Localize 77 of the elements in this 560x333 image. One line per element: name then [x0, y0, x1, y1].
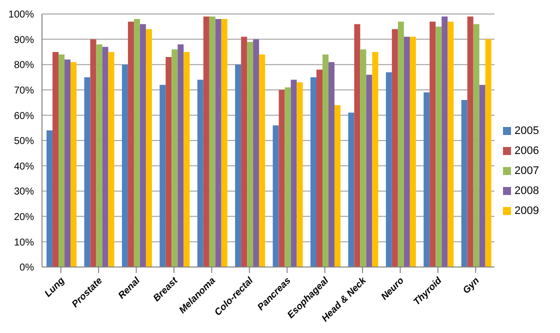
y-tick-label: 40% — [14, 161, 34, 172]
y-tick-label: 60% — [14, 110, 34, 122]
bar — [122, 64, 128, 267]
y-tick-label: 100% — [8, 10, 34, 21]
bar — [140, 24, 146, 267]
bar — [316, 70, 322, 267]
bar — [108, 52, 114, 267]
bar — [392, 29, 398, 267]
y-tick-label: 20% — [14, 212, 34, 223]
bar — [247, 42, 254, 267]
bar — [479, 84, 486, 267]
bar — [128, 22, 134, 267]
bar — [467, 16, 474, 267]
bar — [221, 19, 228, 267]
bar — [259, 54, 266, 267]
bar — [372, 52, 378, 267]
bar — [461, 100, 468, 267]
bar — [386, 72, 392, 267]
legend-label: 2008 — [514, 184, 539, 196]
bar — [436, 26, 442, 267]
y-tick-label: 30% — [14, 186, 34, 198]
bar — [146, 29, 152, 267]
bar — [366, 74, 372, 267]
x-tick-label: Gyn — [460, 275, 482, 296]
y-tick-label: 0% — [20, 262, 34, 274]
bar — [197, 80, 204, 267]
bar — [52, 52, 59, 267]
bar — [410, 36, 416, 267]
bar — [184, 52, 190, 267]
bar — [284, 87, 291, 267]
bar — [64, 60, 71, 267]
bar — [172, 49, 178, 267]
bar — [290, 80, 297, 267]
legend-label: 2006 — [514, 144, 539, 156]
bar — [90, 39, 96, 267]
bar — [442, 16, 448, 267]
bar — [235, 64, 242, 267]
bar — [178, 44, 184, 267]
bar — [404, 36, 410, 267]
bar — [278, 90, 285, 267]
bar — [203, 16, 210, 267]
y-tick-label: 90% — [14, 34, 34, 46]
legend-label: 2007 — [514, 164, 539, 176]
bar — [360, 49, 366, 267]
bar — [448, 22, 454, 267]
bar — [84, 77, 90, 267]
bar — [272, 125, 279, 267]
bar — [209, 16, 216, 267]
bar — [398, 22, 404, 267]
bar — [485, 39, 492, 267]
bar — [354, 24, 360, 267]
bar — [215, 19, 222, 267]
bar — [296, 82, 303, 267]
bar — [334, 105, 340, 267]
bar — [322, 54, 328, 267]
y-tick-label: 50% — [14, 136, 34, 148]
bar — [70, 62, 77, 267]
y-tick-label: 80% — [14, 60, 34, 72]
bar — [166, 57, 172, 267]
y-tick-label: 10% — [14, 237, 34, 248]
bar — [102, 46, 108, 267]
bar — [46, 130, 53, 267]
bar — [241, 36, 248, 267]
bar — [58, 54, 65, 267]
bar — [424, 92, 430, 267]
bar — [134, 19, 140, 267]
legend-label: 2005 — [514, 124, 539, 136]
bar — [430, 22, 436, 267]
bar — [328, 62, 334, 267]
bar — [348, 112, 354, 267]
bar — [96, 44, 102, 267]
legend-label: 2009 — [514, 204, 539, 216]
bar — [473, 24, 480, 267]
bar — [310, 77, 316, 267]
y-tick-label: 70% — [14, 85, 34, 96]
bar — [253, 39, 260, 267]
bar — [160, 84, 166, 267]
